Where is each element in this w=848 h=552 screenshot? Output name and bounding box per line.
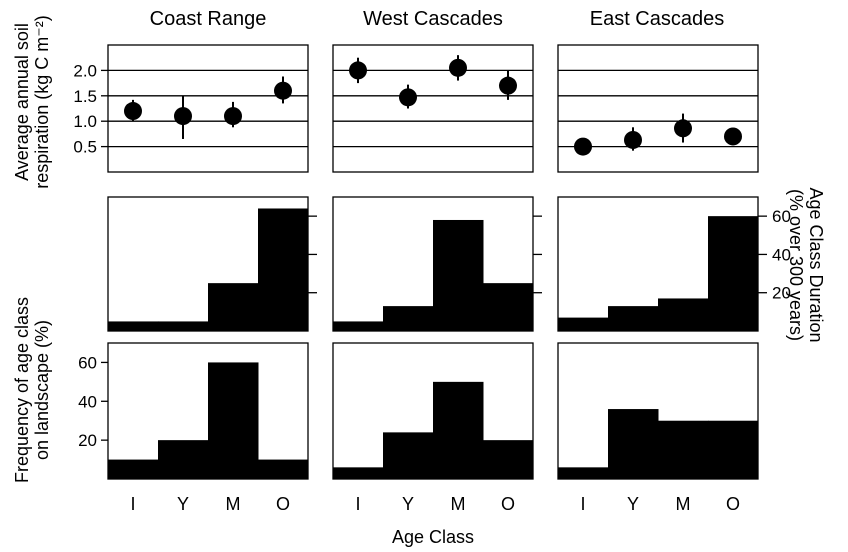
panel-frame (557, 196, 759, 332)
panel-1-coast-range (107, 196, 317, 332)
x-tick-label: I (355, 494, 360, 514)
bar (708, 216, 759, 331)
bar (708, 420, 759, 479)
bar (483, 283, 534, 331)
panel-2-coast-range: 20 40 60 I Y M O (78, 342, 309, 514)
x-tick-label: I (580, 494, 585, 514)
bar (558, 317, 609, 331)
frequency-axis-title-line2: on landscape (%) (32, 320, 52, 460)
bar (108, 321, 159, 331)
x-tick-label: I (130, 494, 135, 514)
bar (383, 432, 434, 479)
respiration-axis-title: Average annual soil respiration (kg C m⁻… (12, 15, 52, 189)
bar (158, 440, 209, 479)
bar (333, 467, 384, 479)
bar (608, 409, 659, 479)
data-point (349, 61, 367, 80)
y-tick-label: 2.0 (73, 61, 97, 80)
data-point (724, 127, 742, 146)
y-tick-label: 0.5 (73, 138, 97, 157)
x-tick-label: M (226, 494, 241, 514)
panel-1-east-cascades: 20 40 60 (557, 196, 791, 332)
bar (258, 208, 309, 331)
panel-frame (332, 196, 534, 332)
panel-0-coast-range: 0.5 1.0 1.5 2.0 (73, 44, 309, 173)
x-tick-label: M (451, 494, 466, 514)
data-point (674, 119, 692, 138)
y-tick-label: 40 (772, 245, 791, 264)
bar (608, 306, 659, 331)
frequency-axis-title-line1: Frequency of age class (12, 297, 32, 483)
bar (433, 219, 484, 331)
x-tick-label: O (726, 494, 740, 514)
y-tick-label: 1.5 (73, 87, 97, 106)
data-point (399, 88, 417, 107)
bar (108, 459, 159, 479)
bar (558, 467, 609, 479)
bar (658, 420, 709, 479)
column-title-west-cascades: West Cascades (363, 8, 503, 30)
data-point (624, 130, 642, 149)
bar (258, 459, 309, 479)
x-tick-label: Y (402, 494, 414, 514)
panels: 0.5 1.0 1.5 2.0 20 40 60 20 40 60 I Y M O I Y M O I Y M O (73, 44, 791, 514)
panel-0-east-cascades (557, 44, 759, 173)
panel-frame (557, 342, 759, 480)
panel-frame (332, 342, 534, 480)
panel-1-west-cascades (332, 196, 542, 332)
bar (483, 440, 534, 479)
bar (658, 298, 709, 331)
respiration-axis-title-line2: respiration (kg C m⁻²) (32, 15, 52, 189)
data-point (274, 81, 292, 100)
x-axis-title: Age Class (392, 527, 474, 547)
bar (333, 321, 384, 331)
x-tick-label: M (676, 494, 691, 514)
column-title-east-cascades: East Cascades (590, 8, 725, 30)
column-title-coast-range: Coast Range (150, 8, 267, 30)
y-tick-label: 20 (772, 284, 791, 303)
bar (383, 306, 434, 331)
data-point (449, 58, 467, 77)
duration-axis-title-line2: (% over 300 years) (786, 189, 806, 341)
bar (433, 381, 484, 479)
x-tick-label: O (276, 494, 290, 514)
y-tick-label: 60 (78, 353, 97, 372)
data-point (574, 137, 592, 156)
data-point (174, 107, 192, 126)
data-point (124, 102, 142, 121)
panel-frame (107, 44, 309, 173)
panel-frame (107, 342, 309, 480)
y-tick-label: 1.0 (73, 112, 97, 131)
panel-0-west-cascades (332, 44, 534, 173)
bar (208, 362, 259, 479)
duration-axis-title: Age Class Duration (% over 300 years) (786, 187, 826, 342)
data-point (224, 107, 242, 126)
x-tick-label: Y (627, 494, 639, 514)
y-tick-label: 20 (78, 431, 97, 450)
frequency-axis-title: Frequency of age class on landscape (%) (12, 297, 52, 483)
panel-frame (332, 44, 534, 173)
y-tick-label: 60 (772, 207, 791, 226)
bar (158, 321, 209, 331)
data-point (499, 76, 517, 95)
duration-axis-title-line1: Age Class Duration (806, 187, 826, 342)
column-titles: Coast Range West Cascades East Cascades (150, 8, 725, 30)
x-tick-label: O (501, 494, 515, 514)
respiration-axis-title-line1: Average annual soil (12, 23, 32, 181)
x-tick-label: Y (177, 494, 189, 514)
panel-frame (557, 44, 759, 173)
panel-frame (107, 196, 309, 332)
y-tick-label: 40 (78, 392, 97, 411)
bar (208, 283, 259, 331)
